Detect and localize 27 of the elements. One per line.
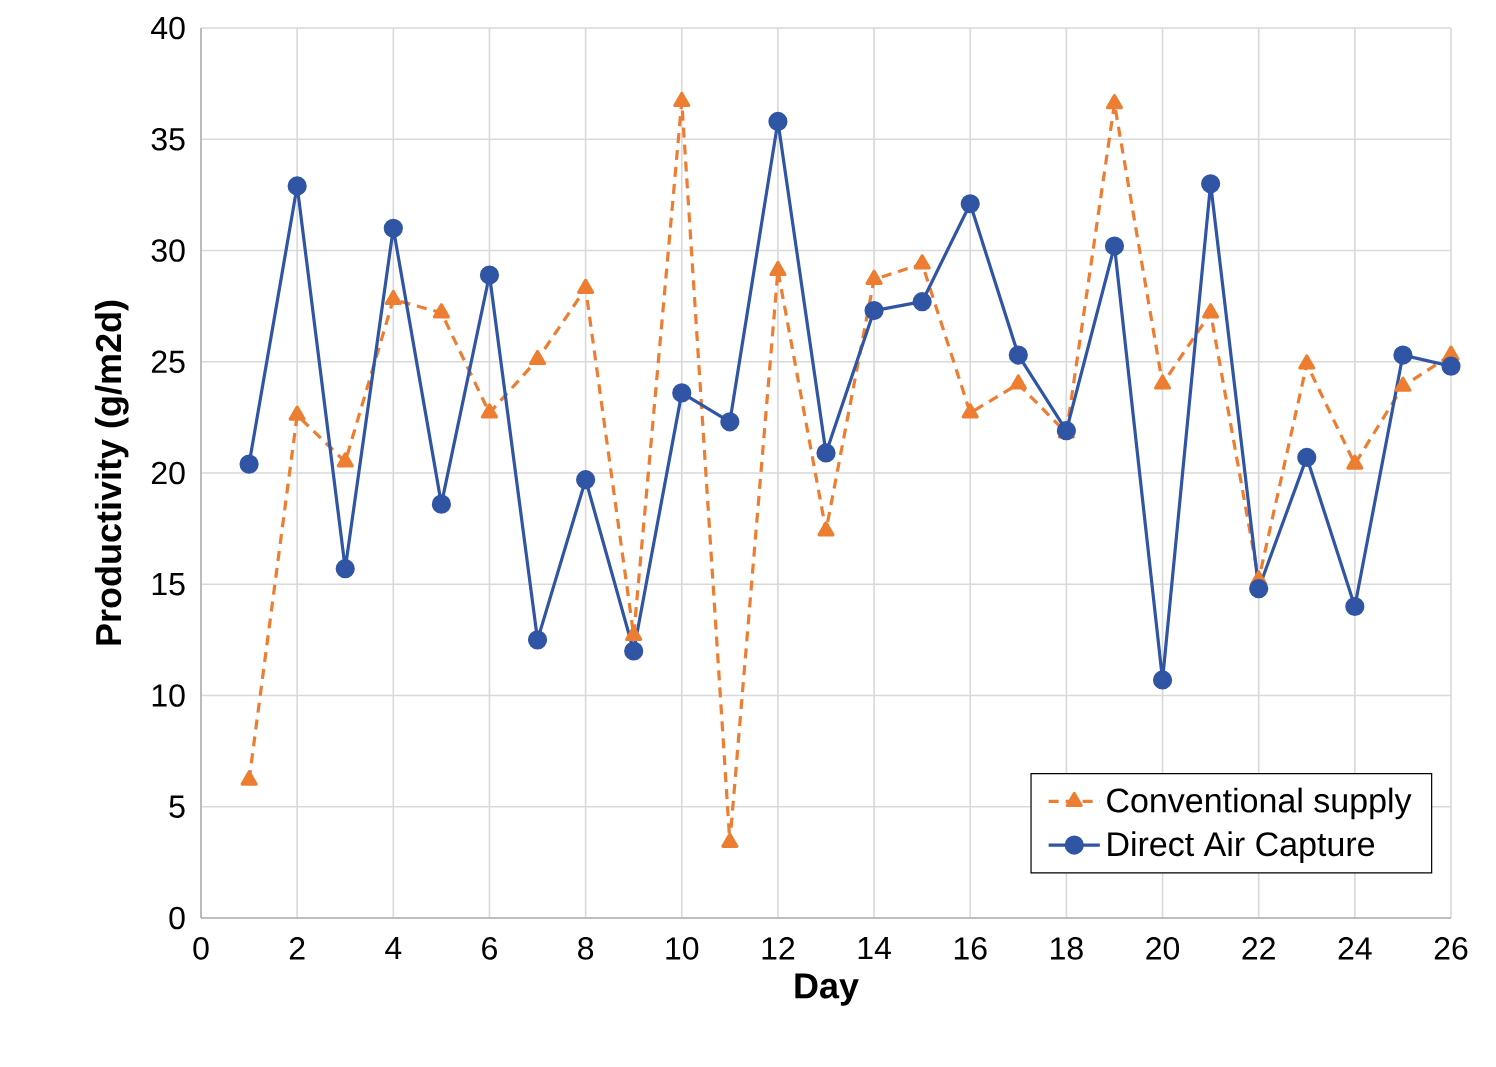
x-tick-label: 18 <box>1051 937 1083 960</box>
x-tick-label: 0 <box>193 937 209 960</box>
x-tick-label: 6 <box>482 937 497 960</box>
y-tick-label: 20 <box>151 461 185 485</box>
y-tick-label: 10 <box>152 684 185 707</box>
y-axis-title: Productivity (g/m2d) <box>94 300 129 645</box>
x-tick-label: 20 <box>1146 937 1180 960</box>
x-tick-label: 12 <box>762 937 795 960</box>
y-tick-label: 5 <box>169 795 185 818</box>
y-tick-label: 0 <box>169 906 185 930</box>
x-tick-label: 24 <box>1338 937 1372 960</box>
legend-label: Conventional supply <box>1107 787 1412 820</box>
y-tick-label: 35 <box>151 127 185 151</box>
x-tick-label: 16 <box>954 937 987 960</box>
x-tick-label: 22 <box>1242 937 1275 960</box>
y-tick-label: 15 <box>152 573 185 596</box>
x-tick-label: 10 <box>666 937 699 960</box>
y-tick-label: 40 <box>151 16 185 40</box>
y-tick-label: 30 <box>151 239 185 262</box>
x-axis-title: Day <box>795 973 859 1006</box>
x-tick-label: 2 <box>289 937 305 960</box>
x-tick-label: 4 <box>385 937 402 960</box>
x-tick-label: 8 <box>578 937 594 960</box>
y-tick-label: 25 <box>151 350 185 374</box>
legend-label: Direct Air Capture <box>1108 831 1375 863</box>
x-tick-label: 26 <box>1434 937 1468 960</box>
x-tick-label: 14 <box>858 937 891 960</box>
